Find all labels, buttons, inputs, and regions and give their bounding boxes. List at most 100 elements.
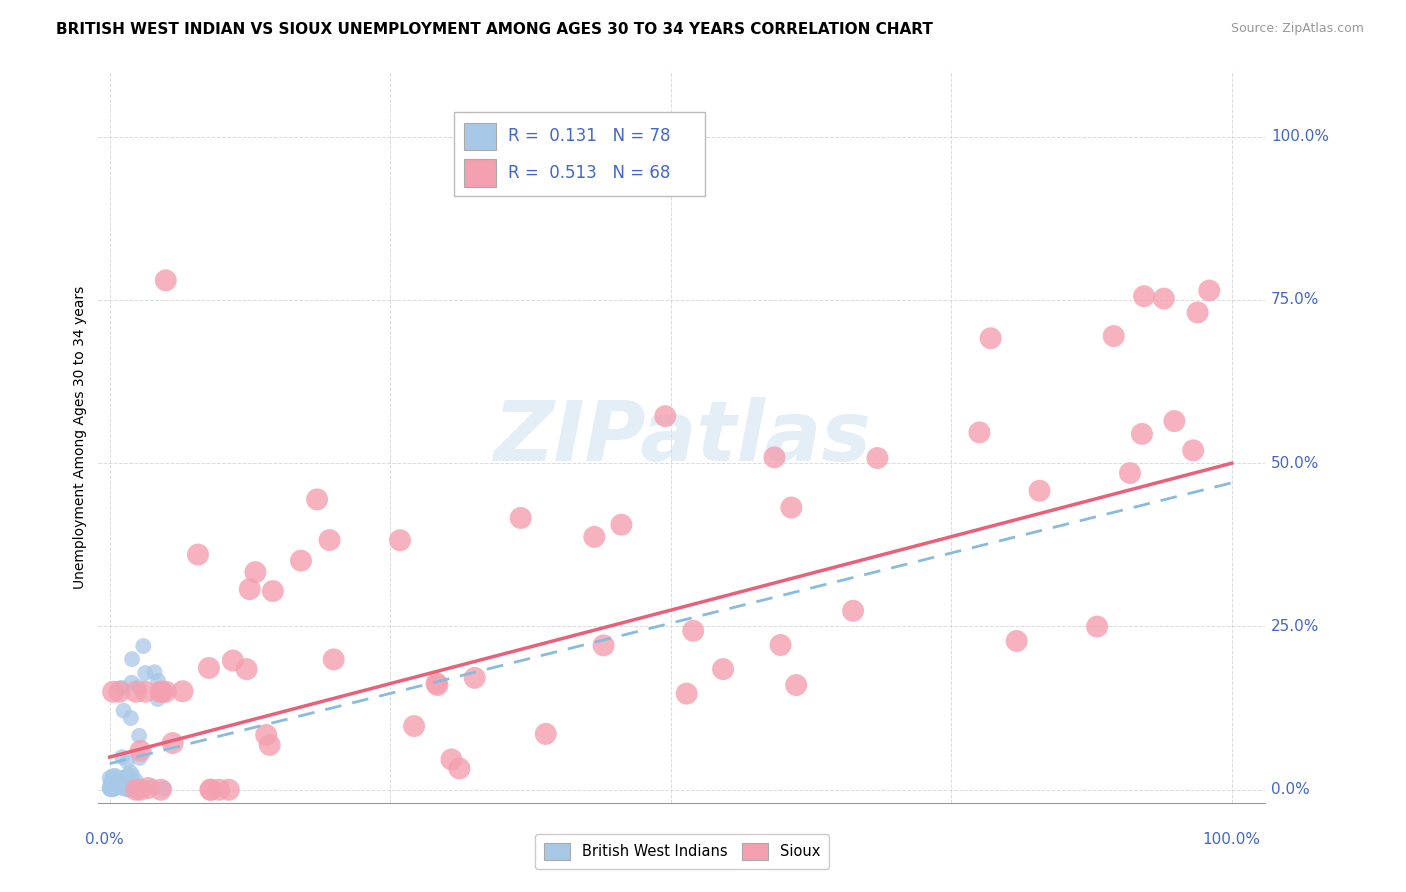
FancyBboxPatch shape bbox=[454, 112, 706, 195]
Point bbox=[98, 782, 121, 797]
Point bbox=[1133, 289, 1156, 303]
Point bbox=[105, 779, 128, 793]
Point bbox=[121, 675, 143, 690]
Legend: British West Indians, Sioux: British West Indians, Sioux bbox=[534, 834, 830, 869]
Point bbox=[112, 704, 135, 718]
Point bbox=[112, 771, 135, 785]
Text: 25.0%: 25.0% bbox=[1271, 619, 1319, 634]
Point bbox=[120, 765, 142, 780]
Point bbox=[104, 780, 127, 795]
Point bbox=[1028, 483, 1050, 498]
Point bbox=[103, 781, 125, 796]
Point bbox=[254, 728, 277, 742]
Point bbox=[114, 781, 136, 796]
Point bbox=[842, 604, 865, 618]
Point bbox=[1102, 329, 1125, 343]
Point bbox=[132, 639, 155, 653]
Point bbox=[125, 774, 148, 789]
Point bbox=[426, 678, 449, 692]
Point bbox=[110, 778, 132, 792]
Point bbox=[105, 779, 128, 793]
Point bbox=[101, 778, 124, 792]
Point bbox=[111, 772, 134, 786]
Point bbox=[103, 780, 125, 794]
Point bbox=[114, 780, 136, 795]
Point bbox=[105, 774, 128, 789]
Point bbox=[128, 751, 150, 765]
Point bbox=[239, 582, 262, 596]
Point bbox=[222, 653, 245, 667]
Point bbox=[1005, 634, 1028, 648]
Point bbox=[1153, 292, 1175, 306]
Point bbox=[1182, 443, 1205, 458]
Point bbox=[101, 781, 124, 796]
Point bbox=[136, 780, 159, 795]
Point bbox=[218, 782, 240, 797]
Text: Source: ZipAtlas.com: Source: ZipAtlas.com bbox=[1230, 22, 1364, 36]
Point bbox=[121, 768, 143, 782]
Point bbox=[425, 676, 447, 690]
Point bbox=[150, 685, 173, 699]
Point bbox=[108, 685, 131, 699]
Point bbox=[134, 666, 156, 681]
Point bbox=[866, 450, 889, 465]
Point bbox=[103, 771, 125, 785]
Point bbox=[104, 781, 127, 796]
Text: ZIPatlas: ZIPatlas bbox=[494, 397, 870, 477]
Text: 0.0%: 0.0% bbox=[1271, 782, 1310, 797]
Point bbox=[763, 450, 786, 465]
Point bbox=[129, 782, 152, 797]
Point bbox=[103, 782, 125, 797]
Point bbox=[114, 777, 136, 791]
Point bbox=[534, 727, 557, 741]
Point bbox=[107, 777, 129, 791]
Point bbox=[1198, 284, 1220, 298]
Point bbox=[152, 685, 174, 699]
Point bbox=[100, 780, 122, 795]
Point bbox=[290, 554, 312, 568]
Point bbox=[155, 273, 177, 287]
Point bbox=[142, 780, 165, 794]
Point bbox=[785, 678, 807, 692]
Text: BRITISH WEST INDIAN VS SIOUX UNEMPLOYMENT AMONG AGES 30 TO 34 YEARS CORRELATION : BRITISH WEST INDIAN VS SIOUX UNEMPLOYMEN… bbox=[56, 22, 934, 37]
Point bbox=[1119, 466, 1142, 480]
Point bbox=[101, 772, 124, 787]
Text: R =  0.131   N = 78: R = 0.131 N = 78 bbox=[508, 128, 671, 145]
Point bbox=[117, 772, 139, 786]
Point bbox=[1130, 426, 1153, 441]
Point bbox=[103, 775, 125, 789]
Point bbox=[103, 780, 125, 794]
Point bbox=[610, 517, 633, 532]
Point bbox=[115, 769, 138, 783]
Point bbox=[654, 409, 676, 424]
Point bbox=[101, 685, 124, 699]
Text: 100.0%: 100.0% bbox=[1271, 129, 1329, 145]
Point bbox=[245, 565, 267, 579]
Point bbox=[389, 533, 412, 548]
Point bbox=[969, 425, 991, 440]
Point bbox=[149, 782, 172, 797]
Point bbox=[464, 671, 486, 685]
Point bbox=[101, 775, 124, 789]
Point bbox=[155, 685, 177, 699]
Text: 50.0%: 50.0% bbox=[1271, 456, 1319, 471]
Point bbox=[440, 752, 463, 766]
Point bbox=[101, 777, 124, 791]
Point bbox=[103, 778, 125, 792]
Point bbox=[149, 685, 172, 699]
Point bbox=[200, 782, 222, 797]
Point bbox=[153, 781, 176, 796]
Point bbox=[115, 755, 138, 769]
Point bbox=[583, 530, 606, 544]
Point bbox=[307, 492, 329, 507]
Y-axis label: Unemployment Among Ages 30 to 34 years: Unemployment Among Ages 30 to 34 years bbox=[73, 285, 87, 589]
Point bbox=[404, 719, 426, 733]
Point bbox=[318, 533, 340, 547]
Point bbox=[711, 662, 734, 676]
Point bbox=[104, 769, 127, 783]
Point bbox=[114, 773, 136, 788]
Point bbox=[675, 687, 697, 701]
Point bbox=[682, 624, 704, 638]
Point bbox=[120, 711, 142, 725]
Point bbox=[108, 776, 131, 790]
